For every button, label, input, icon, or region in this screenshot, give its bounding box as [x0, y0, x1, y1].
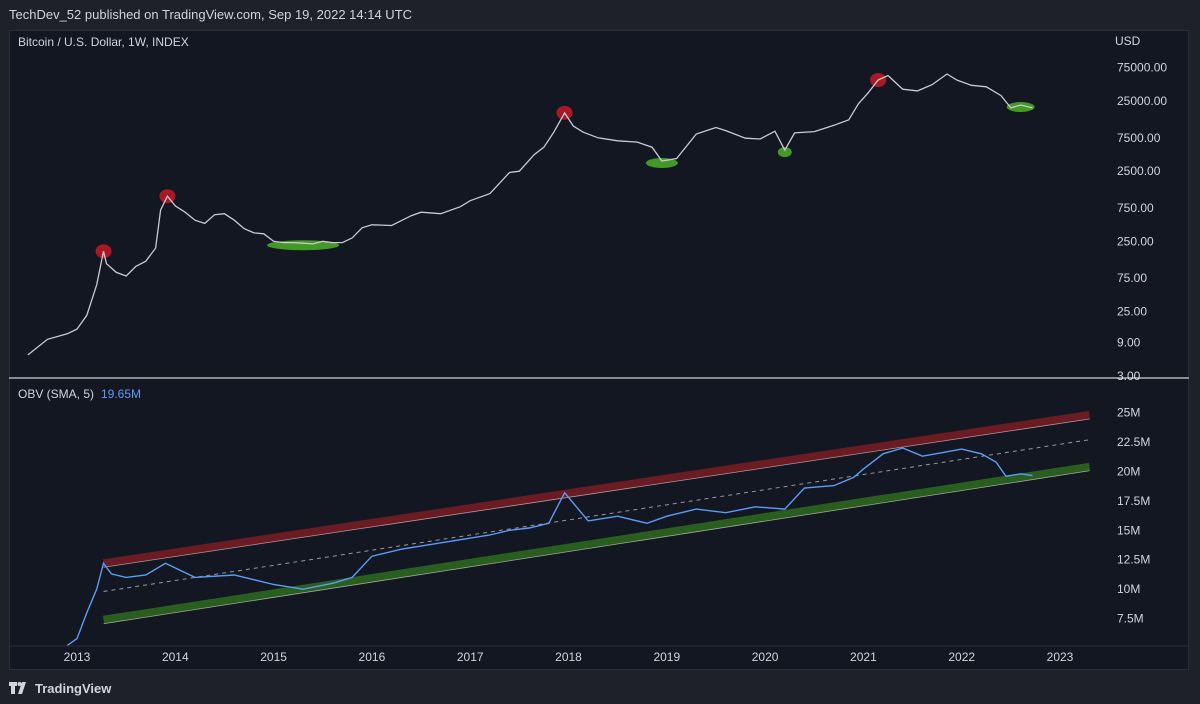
price-tick-label: 250.00	[1117, 234, 1154, 248]
x-tick-label: 2015	[260, 650, 287, 664]
obv-tick-label: 22.5M	[1117, 435, 1150, 449]
obv-tick-label: 25M	[1117, 406, 1140, 420]
footer: TradingView	[9, 676, 111, 700]
x-tick-label: 2021	[850, 650, 877, 664]
price-title: Bitcoin / U.S. Dollar, 1W, INDEX	[18, 35, 189, 49]
obv-title: OBV (SMA, 5)	[18, 387, 94, 401]
lower-channel	[102, 462, 1091, 624]
lower-channel-edge	[103, 470, 1090, 625]
x-tick-label: 2013	[64, 650, 91, 664]
obv-pane[interactable]: OBV (SMA, 5) 19.65M 25M 22.5M 20M 17.5M 15M 1…	[18, 387, 1150, 647]
x-tick-label: 2018	[555, 650, 582, 664]
price-pane[interactable]: Bitcoin / U.S. Dollar, 1W, INDEX USD 750…	[18, 34, 1167, 383]
bottom-marker	[1006, 102, 1035, 113]
obv-tick-label: 12.5M	[1117, 553, 1150, 567]
x-tick-label: 2017	[457, 650, 484, 664]
bottom-marker	[645, 157, 678, 168]
x-axis-ticks: 2013 2014 2015 2016 2017 2018 2019 2020 2021 2022…	[64, 650, 1074, 664]
upper-channel-edge	[103, 418, 1090, 568]
bottom-marker	[777, 147, 792, 158]
price-unit-label: USD	[1115, 34, 1141, 48]
obv-last-value: 19.65M	[101, 387, 141, 401]
obv-tick-label: 17.5M	[1117, 494, 1150, 508]
price-tick-label: 25.00	[1117, 304, 1147, 318]
x-tick-label: 2022	[948, 650, 975, 664]
price-tick-label: 75000.00	[1117, 61, 1167, 75]
x-tick-label: 2019	[653, 650, 680, 664]
mid-channel	[103, 439, 1090, 593]
price-axis-ticks: 75000.00 25000.00 7500.00 2500.00 750.00 250.…	[1117, 61, 1167, 383]
obv-line	[66, 447, 1033, 647]
price-tick-label: 7500.00	[1117, 131, 1161, 145]
upper-channel	[102, 411, 1091, 568]
price-tick-label: 2500.00	[1117, 164, 1161, 178]
obv-axis-ticks: 25M 22.5M 20M 17.5M 15M 12.5M 10M 7.5M	[1117, 406, 1150, 626]
obv-tick-label: 15M	[1117, 523, 1140, 537]
tradingview-brand: TradingView	[35, 680, 112, 696]
price-line	[27, 73, 1033, 356]
obv-tick-label: 10M	[1117, 582, 1140, 596]
price-tick-label: 75.00	[1117, 271, 1147, 285]
price-markers	[95, 73, 1035, 259]
price-tick-label: 3.00	[1117, 369, 1141, 383]
price-tick-label: 25000.00	[1117, 94, 1167, 108]
x-tick-label: 2023	[1047, 650, 1074, 664]
tradingview-logo-icon	[9, 682, 26, 694]
obv-channels	[102, 411, 1091, 625]
price-tick-label: 750.00	[1117, 201, 1154, 215]
chart-area[interactable]	[9, 30, 1189, 670]
obv-tick-label: 7.5M	[1117, 612, 1144, 626]
publisher-attribution: TechDev_52 published on TradingView.com,…	[9, 7, 413, 22]
x-tick-label: 2014	[162, 650, 189, 664]
x-tick-label: 2016	[359, 650, 386, 664]
x-tick-label: 2020	[752, 650, 779, 664]
obv-tick-label: 20M	[1117, 464, 1140, 478]
price-tick-label: 9.00	[1117, 336, 1141, 350]
